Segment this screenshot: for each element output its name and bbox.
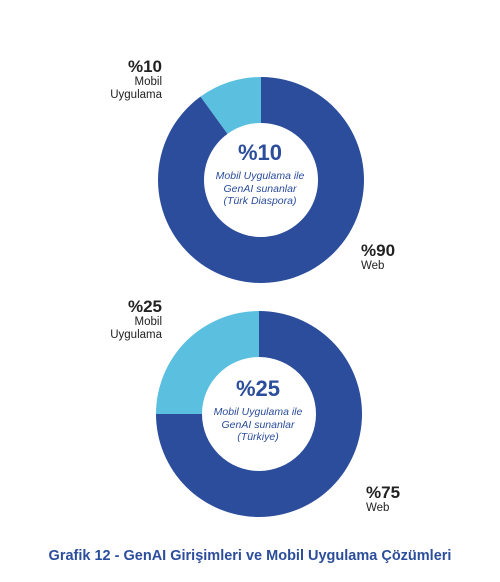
center-text-turkiye: %25 Mobil Uygulama ile GenAI sunanlar (T… xyxy=(193,377,323,444)
center-pct-turkiye: %25 xyxy=(235,376,281,401)
web-name: Web xyxy=(361,260,385,272)
mobile-name-line1: Mobil xyxy=(134,316,162,328)
center-desc-line3: (Türkiye) xyxy=(237,431,279,443)
mobile-label-turkiye: %25 Mobil Uygulama xyxy=(70,298,162,342)
center-desc-line1: Mobil Uygulama ile xyxy=(215,170,305,182)
mobile-name-line2: Uygulama xyxy=(110,89,162,101)
center-desc-line3: (Türk Diaspora) xyxy=(223,195,297,207)
mobile-label-diaspora: %10 Mobil Uygulama xyxy=(70,58,162,102)
figure-caption: Grafik 12 - GenAI Girişimleri ve Mobil U… xyxy=(48,548,452,564)
web-slice-0 xyxy=(157,77,364,283)
donut-chart-diaspora xyxy=(157,77,364,283)
center-desc-line1: Mobil Uygulama ile xyxy=(213,406,303,418)
mobile-name-line1: Mobil xyxy=(134,76,162,88)
web-name: Web xyxy=(366,502,390,514)
mobile-pct-turkiye: %25 xyxy=(127,297,162,316)
mobile-slice-0 xyxy=(200,77,261,134)
mobile-pct-diaspora: %10 xyxy=(127,57,162,76)
donut-chart-turkiye xyxy=(156,311,362,517)
center-pct-diaspora: %10 xyxy=(237,140,283,165)
web-label-turkiye: %75 Web xyxy=(366,484,400,515)
center-desc-line2: GenAI sunanlar xyxy=(223,182,297,195)
mobile-slice-1 xyxy=(156,311,259,414)
web-label-diaspora: %90 Web xyxy=(361,242,395,273)
web-slice-1 xyxy=(156,311,362,517)
mobile-name-line2: Uygulama xyxy=(110,329,162,341)
center-desc-line2: GenAI sunanlar xyxy=(221,418,295,431)
web-pct-turkiye: %75 xyxy=(366,483,401,502)
web-pct-diaspora: %90 xyxy=(361,241,396,260)
center-text-diaspora: %10 Mobil Uygulama ile GenAI sunanlar (T… xyxy=(195,141,325,208)
